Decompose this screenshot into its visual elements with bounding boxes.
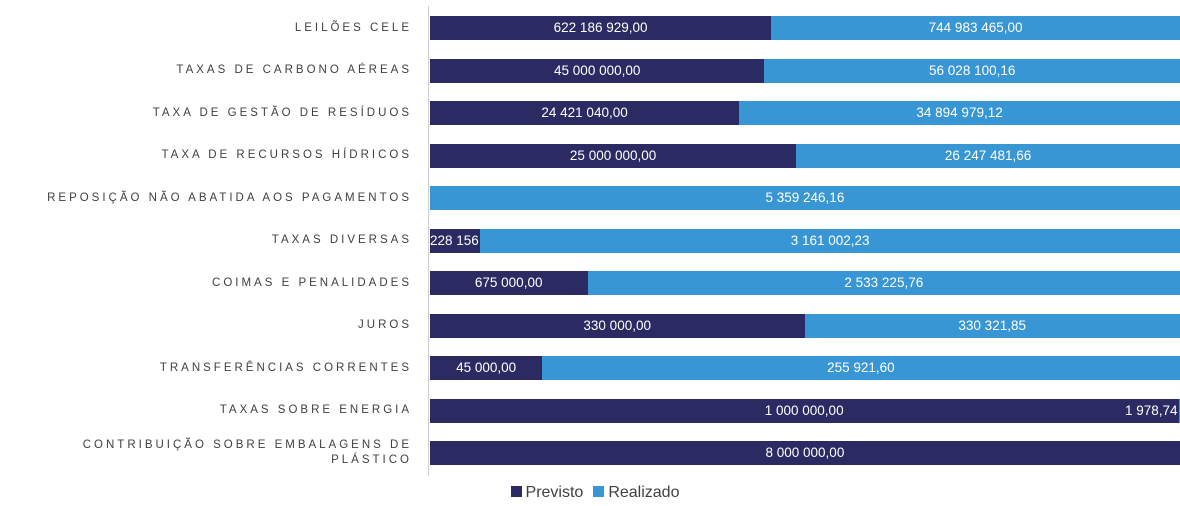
data-label: 1 978,74 xyxy=(1125,402,1178,418)
bar-segment xyxy=(430,186,1180,210)
data-label: 622 186 929,00 xyxy=(553,20,648,35)
category-label: JUROS xyxy=(358,319,412,331)
bar-segment xyxy=(771,16,1180,40)
data-label: 255 921,60 xyxy=(827,360,895,375)
bar-segment xyxy=(430,143,796,168)
legend-label: Realizado xyxy=(608,484,680,501)
bar-segment xyxy=(430,313,805,338)
data-label: 56 028 100,16 xyxy=(929,62,1016,78)
category-label: TAXAS DE CARBONO AÉREAS xyxy=(176,64,412,76)
bar-segment xyxy=(738,101,1180,125)
data-label: 5 359 246,16 xyxy=(765,190,845,205)
data-label: 45 000,00 xyxy=(456,360,517,375)
category-label: TAXA DE RECURSOS HÍDRICOS xyxy=(161,149,412,161)
bar-segment xyxy=(795,143,1180,168)
legend-swatch xyxy=(593,486,605,497)
data-label: 330 321,85 xyxy=(958,317,1026,333)
data-label: 26 247 481,66 xyxy=(944,147,1032,163)
category-label: TAXAS DIVERSAS xyxy=(271,234,412,246)
data-label: 34 894 979,12 xyxy=(916,105,1003,120)
category-label: COIMAS E PENALIDADES xyxy=(212,276,412,289)
bar-segment xyxy=(430,101,739,125)
bar-segment xyxy=(430,271,588,295)
bar-segment xyxy=(764,58,1180,83)
bar-segment xyxy=(430,58,765,83)
bar-segment xyxy=(804,313,1180,338)
bar-segment xyxy=(430,441,1180,465)
category-label: TRANSFERÊNCIAS CORRENTES xyxy=(159,361,412,374)
data-label: 24 421 040,00 xyxy=(541,105,628,120)
data-label: 744 983 465,00 xyxy=(928,20,1023,35)
bar-segment xyxy=(587,271,1180,295)
legend-label: Previsto xyxy=(525,484,584,501)
bar-segment xyxy=(542,356,1180,380)
legend: Previsto Realizado xyxy=(0,484,1180,502)
bar-segment xyxy=(1178,398,1180,423)
category-label: TAXA DE GESTÃO DE RESÍDUOS xyxy=(152,106,412,119)
data-label: 675 000,00 xyxy=(474,275,543,290)
category-label: TAXAS SOBRE ENERGIA xyxy=(219,404,412,416)
bar-segment xyxy=(430,16,772,40)
data-label: 2 533 225,76 xyxy=(844,275,924,290)
data-label: 1 000 000,00 xyxy=(764,402,844,418)
bar-segment xyxy=(430,398,1179,423)
category-label: CONTRIBUIÇÃO SOBRE EMBALAGENS DE PLÁSTIC… xyxy=(82,439,412,466)
category-label: REPOSIÇÃO NÃO ABATIDA AOS PAGAMENTOS xyxy=(47,191,412,204)
data-label: 3 161 002,23 xyxy=(790,232,870,248)
bar-segment xyxy=(430,228,481,253)
bar-segment xyxy=(430,356,543,380)
category-label: LEILÕES CELE xyxy=(294,21,412,34)
legend-swatch xyxy=(510,486,522,497)
data-label: 8 000 000,00 xyxy=(765,445,845,460)
data-label: 25 000 000,00 xyxy=(569,147,657,163)
data-label: 45 000 000,00 xyxy=(554,62,641,78)
bar-segment xyxy=(480,228,1180,253)
data-label: 330 000,00 xyxy=(583,317,651,333)
axis-line xyxy=(428,6,429,476)
